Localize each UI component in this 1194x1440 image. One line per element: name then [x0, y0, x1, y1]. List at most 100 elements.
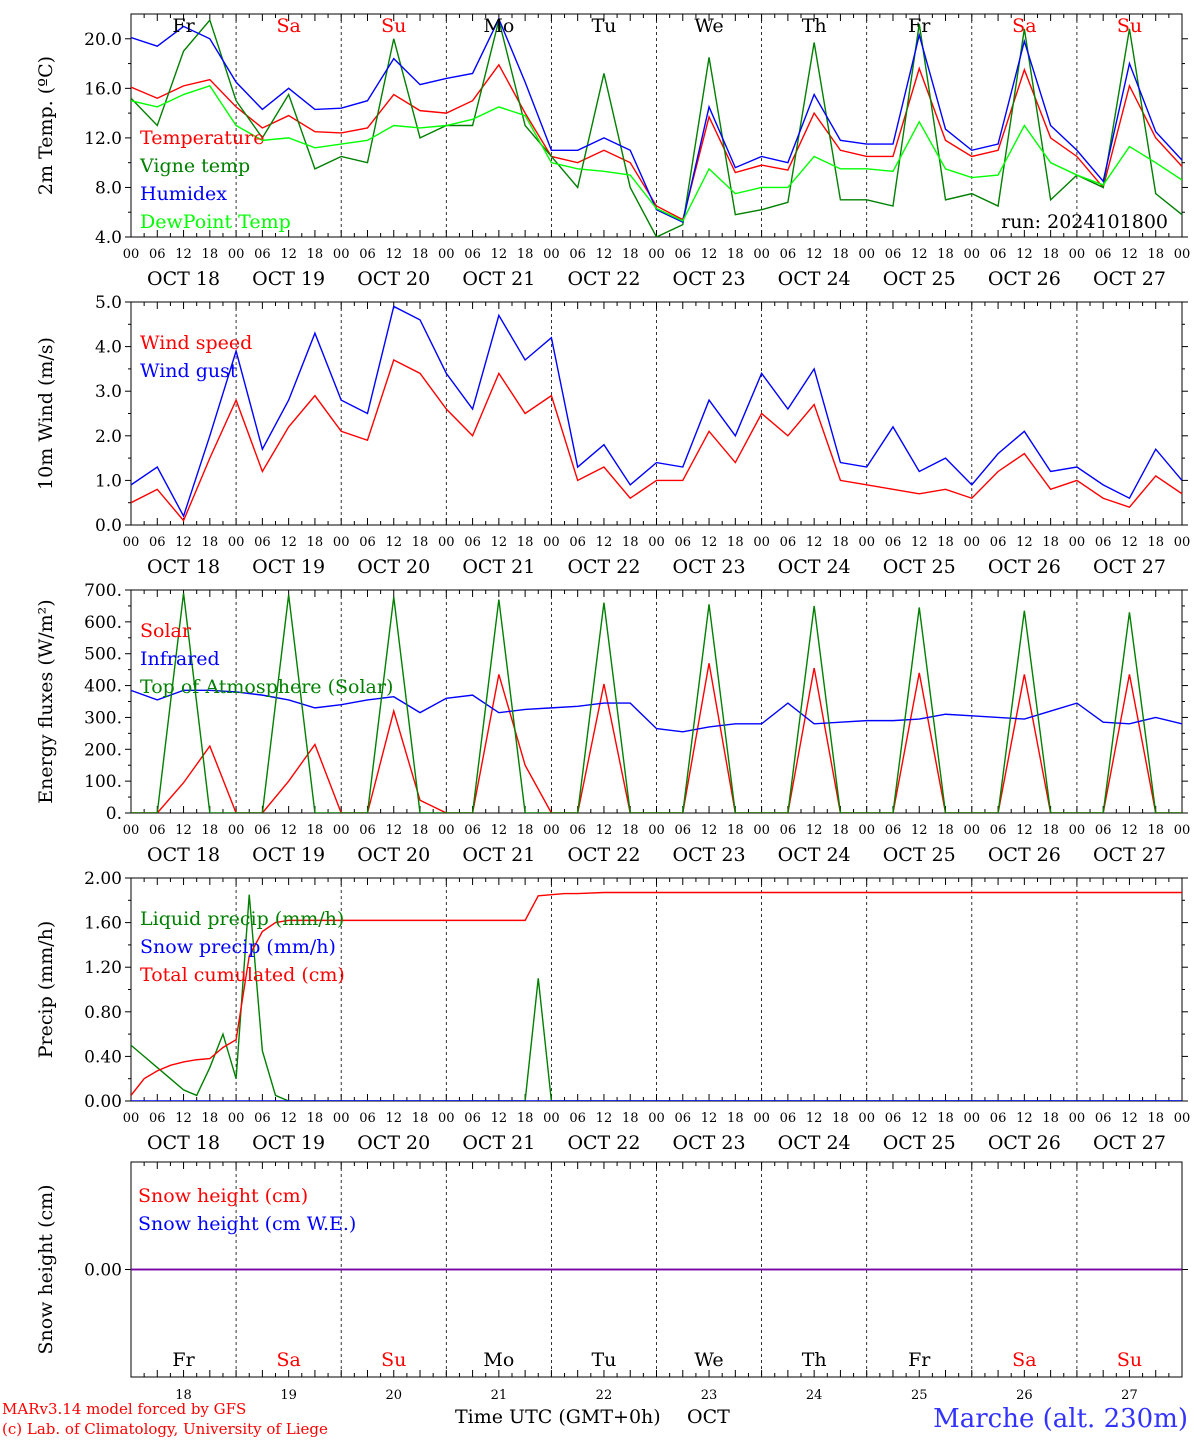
- weekday-label: Sa: [1012, 1349, 1036, 1371]
- x-date-label: OCT 23: [673, 268, 746, 290]
- x-hour-label: 18: [517, 1111, 534, 1126]
- y-tick-label: 500.: [84, 645, 122, 665]
- x-hour-label: 12: [701, 535, 718, 550]
- weekday-label: Th: [802, 15, 827, 37]
- x-hour-label: 00: [1069, 823, 1086, 838]
- day-number-label: 20: [385, 1388, 402, 1403]
- x-hour-label: 18: [202, 535, 219, 550]
- x-hour-label: 00: [228, 247, 245, 262]
- series-line-wind-gust: [131, 305, 1182, 518]
- x-hour-label: 18: [307, 535, 324, 550]
- panel-5: 0.00 Snow height (cm) Snow height (cm) Snow…: [35, 1161, 1188, 1403]
- y-tick-label: 600.: [84, 613, 122, 633]
- x-hour-label: 18: [1042, 535, 1059, 550]
- x-hour-label: 06: [675, 823, 692, 838]
- x-hour-label: 06: [254, 535, 271, 550]
- y-tick-label: 100.: [84, 772, 122, 792]
- x-hour-label: 06: [1095, 1111, 1112, 1126]
- x-date-label: OCT 18: [147, 1132, 220, 1154]
- run-label: run: 2024101800: [1001, 211, 1168, 233]
- weekday-label: Su: [381, 1349, 406, 1371]
- y-tick-label: 4.0: [95, 228, 122, 248]
- x-hour-label: 18: [1147, 535, 1164, 550]
- x-hour-label: 12: [175, 823, 192, 838]
- x-hour-label: 12: [280, 535, 297, 550]
- x-hour-label: 00: [228, 823, 245, 838]
- legend-entry: Liquid precip (mm/h): [140, 908, 344, 930]
- y-tick-label: 0.40: [84, 1047, 122, 1067]
- legend-entry: Snow height (cm): [138, 1185, 308, 1207]
- weekday-label: Th: [802, 1349, 827, 1371]
- x-hour-label: 00: [333, 535, 350, 550]
- series-line-liquid-precip-mm-h-: [131, 894, 1182, 1101]
- x-date-label: OCT 27: [1093, 268, 1166, 290]
- y-tick-label: 0.: [106, 804, 122, 824]
- x-hour-label: 12: [491, 535, 508, 550]
- y-tick-label: 1.20: [84, 958, 122, 978]
- x-hour-label: 06: [464, 823, 481, 838]
- x-hour-label: 06: [675, 1111, 692, 1126]
- x-hour-label: 12: [911, 823, 928, 838]
- x-hour-label: 18: [832, 1111, 849, 1126]
- x-date-label: OCT 26: [988, 844, 1061, 866]
- panel-2: 0.0 1.0 2.0 3.0 4.0 5.0 10m Wind (m/s) Wind spe…: [35, 293, 1190, 578]
- x-hour-label: 12: [1016, 1111, 1033, 1126]
- legend-entry: Snow height (cm W.E.): [138, 1213, 356, 1235]
- x-hour-label: 06: [359, 1111, 376, 1126]
- x-hour-label: 00: [1174, 535, 1191, 550]
- x-hour-label: 06: [359, 823, 376, 838]
- x-hour-label: 06: [569, 1111, 586, 1126]
- x-hour-label: 06: [149, 535, 166, 550]
- y-tick-label: 0.00: [84, 1092, 122, 1112]
- y-tick-label: 3.0: [95, 382, 122, 402]
- model-credit-line: MARv3.14 model forced by GFS: [2, 1400, 246, 1418]
- x-date-label: OCT 25: [883, 556, 956, 578]
- x-axis-month: OCT: [687, 1406, 730, 1428]
- y-tick-label: 16.0: [84, 79, 122, 99]
- x-hour-label: 12: [1121, 535, 1138, 550]
- x-hour-label: 00: [543, 247, 560, 262]
- weekday-label: Tu: [591, 15, 616, 37]
- x-date-label: OCT 22: [567, 844, 640, 866]
- lab-credit-line: (c) Lab. of Climatology, University of L…: [2, 1420, 328, 1438]
- day-number-label: 21: [491, 1388, 508, 1403]
- y-axis-label: Energy fluxes (W/m²): [35, 599, 57, 803]
- chart-panels: 4.0 8.0 12.0 16.0 20.0 2m Temp. (ºC) Temperatu…: [35, 13, 1191, 1403]
- weekday-label: Sa: [276, 15, 300, 37]
- x-hour-label: 00: [753, 535, 770, 550]
- y-tick-label: 2.00: [84, 869, 122, 889]
- x-date-label: OCT 18: [147, 268, 220, 290]
- x-date-label: OCT 24: [778, 268, 851, 290]
- y-axis-label: Snow height (cm): [35, 1184, 57, 1354]
- y-axis-label: 10m Wind (m/s): [35, 337, 57, 490]
- x-date-label: OCT 25: [883, 844, 956, 866]
- x-hour-label: 12: [911, 535, 928, 550]
- x-hour-label: 12: [806, 535, 823, 550]
- x-hour-label: 00: [858, 1111, 875, 1126]
- x-hour-label: 18: [727, 1111, 744, 1126]
- x-hour-label: 12: [596, 247, 613, 262]
- x-hour-label: 12: [596, 535, 613, 550]
- x-hour-label: 06: [990, 247, 1007, 262]
- weekday-label: Tu: [591, 1349, 616, 1371]
- x-hour-label: 06: [254, 247, 271, 262]
- x-hour-label: 00: [858, 823, 875, 838]
- x-hour-label: 12: [385, 823, 402, 838]
- x-hour-label: 00: [1174, 823, 1191, 838]
- y-tick-label: 200.: [84, 740, 122, 760]
- x-date-label: OCT 22: [567, 556, 640, 578]
- x-hour-label: 06: [569, 823, 586, 838]
- plot-frame: [130, 301, 1183, 526]
- series-line-wind-speed: [131, 358, 1182, 522]
- series-line-humidex: [131, 17, 1182, 224]
- x-hour-label: 06: [675, 247, 692, 262]
- x-hour-label: 18: [202, 247, 219, 262]
- day-number-label: 22: [596, 1388, 613, 1403]
- legend-entry: Snow precip (mm/h): [140, 936, 336, 958]
- x-hour-label: 12: [491, 823, 508, 838]
- x-hour-label: 18: [937, 247, 954, 262]
- x-hour-label: 00: [1069, 247, 1086, 262]
- y-tick-label: 0.0: [95, 516, 122, 536]
- x-hour-label: 18: [307, 823, 324, 838]
- x-hour-label: 12: [1121, 823, 1138, 838]
